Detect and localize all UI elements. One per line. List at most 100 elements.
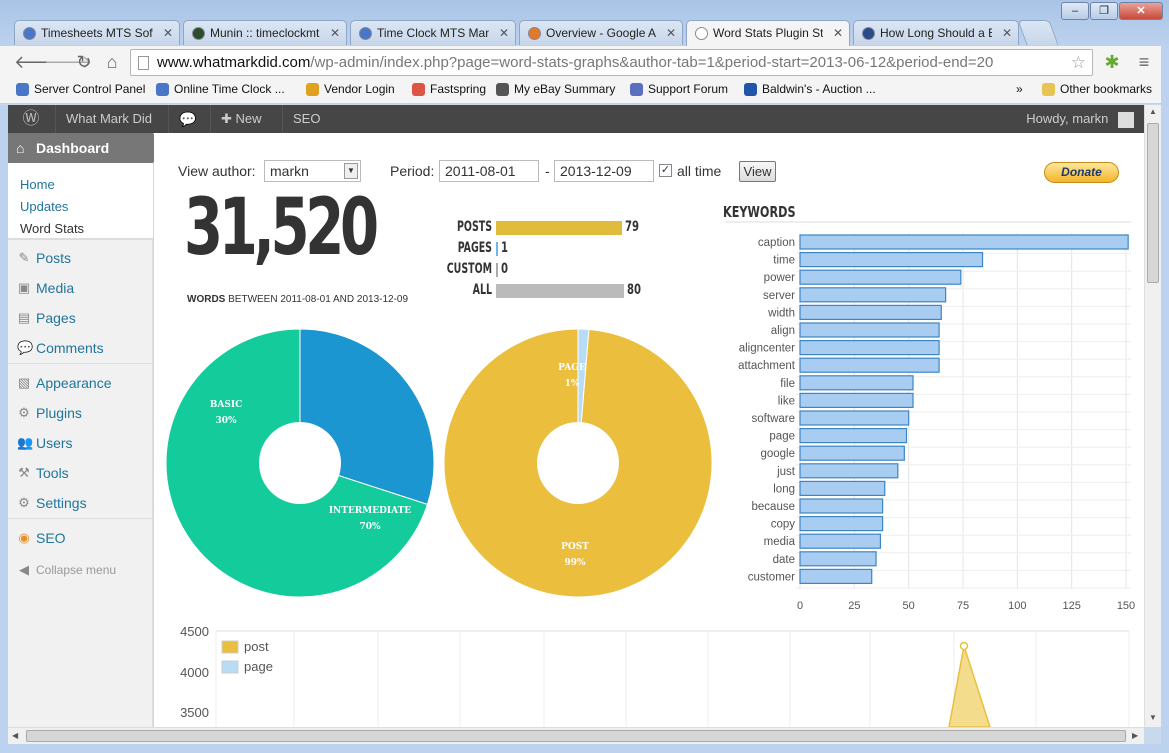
sidebar-item-seo[interactable]: ◉ SEO: [8, 523, 153, 553]
page-icon: [138, 56, 149, 70]
sidebar-item-users[interactable]: 👥 Users: [8, 428, 153, 458]
sidebar-item-word-stats[interactable]: Word Stats: [20, 221, 85, 236]
close-tab-icon[interactable]: ✕: [329, 26, 340, 40]
star-icon[interactable]: ☆: [1070, 53, 1086, 72]
back-icon[interactable]: 🡐: [14, 52, 63, 72]
donate-button[interactable]: Donate: [1044, 162, 1119, 183]
browser-tab[interactable]: Timesheets MTS Softw ✕: [14, 20, 180, 45]
browser-tab[interactable]: Overview - Google An ✕: [519, 20, 683, 45]
sidebar-item-tools[interactable]: ⚒ Tools: [8, 458, 153, 488]
pie-slice-label: PAGE: [558, 363, 586, 373]
home-icon[interactable]: ⌂: [106, 52, 118, 72]
close-tab-icon[interactable]: ✕: [498, 26, 509, 40]
period-label: Period:: [390, 163, 435, 179]
author-value: markn: [270, 163, 309, 179]
sidebar-item-updates[interactable]: Updates: [20, 199, 69, 214]
sidebar-item-pages[interactable]: ▤ Pages: [8, 303, 153, 333]
other-bookmarks[interactable]: Other bookmarks: [1042, 82, 1152, 96]
address-bar[interactable]: www.whatmarkdid.com/wp-admin/index.php?p…: [130, 49, 1093, 76]
close-tab-icon[interactable]: ✕: [665, 26, 676, 40]
hscroll-thumb[interactable]: [26, 730, 1126, 742]
browser-tab[interactable]: Munin :: timeclockmt ✕: [183, 20, 347, 45]
keyword-bar: [799, 480, 886, 496]
menu-icon[interactable]: ≡: [1138, 52, 1150, 72]
pie-slice-percent: 70%: [359, 522, 381, 532]
keyword-label: long: [773, 483, 795, 495]
scroll-right-icon[interactable]: ▶: [1132, 731, 1139, 740]
sidebar-item-posts[interactable]: ✎ Posts: [8, 243, 153, 273]
comments-icon: 💬: [17, 340, 34, 355]
bookmark-label: Server Control Panel: [34, 82, 146, 96]
keyword-bar: [799, 551, 877, 567]
keyword-label: width: [767, 307, 795, 319]
close-window-button[interactable]: ✕: [1119, 2, 1163, 20]
sidebar-item-home[interactable]: Home: [20, 177, 55, 192]
keywords-bar-chart: KEYWORDS 0 25 50 75 100 125 150 caption time power…: [723, 205, 1135, 612]
new-content-link[interactable]: ✚ New: [210, 105, 272, 133]
keyword-bar: [799, 304, 942, 321]
scroll-up-icon[interactable]: ▲: [1149, 107, 1157, 116]
wordpress-logo-icon[interactable]: Ⓦ: [22, 109, 40, 128]
sidebar-item-appearance[interactable]: ▧ Appearance: [8, 368, 153, 398]
reload-icon[interactable]: ↻: [76, 52, 92, 72]
bookmark-item[interactable]: Fastspring: [412, 82, 486, 96]
bookmark-item[interactable]: Server Control Panel: [16, 82, 145, 96]
minimize-button[interactable]: ‒: [1061, 2, 1089, 20]
stat-label: CUSTOM: [446, 261, 492, 277]
sidebar-item-comments[interactable]: 💬 Comments: [8, 333, 153, 363]
close-tab-icon[interactable]: ✕: [832, 26, 843, 40]
bookmark-item[interactable]: Online Time Clock ...: [156, 82, 285, 96]
scroll-down-icon[interactable]: ▼: [1149, 713, 1157, 722]
period-end-input[interactable]: 2013-12-09: [554, 160, 654, 182]
comments-icon[interactable]: 💬: [168, 105, 206, 133]
stat-value: 80: [627, 282, 642, 298]
horizontal-scrollbar[interactable]: ◀ ▶: [8, 727, 1144, 744]
view-button[interactable]: View: [739, 161, 776, 182]
browser-tab[interactable]: Word Stats Plugin Sta ✕: [686, 20, 850, 46]
keyword-bar: [799, 375, 914, 391]
seo-link[interactable]: SEO: [282, 105, 330, 133]
bookmark-item[interactable]: Vendor Login: [306, 82, 395, 96]
post-series-area: [948, 645, 991, 727]
post-series-point: [959, 641, 969, 651]
maximize-button[interactable]: ❐: [1090, 2, 1118, 20]
scroll-left-icon[interactable]: ◀: [12, 731, 19, 740]
bookmark-icon: [156, 83, 169, 96]
x-tick-label: 50: [903, 600, 915, 612]
sidebar-item-label: Appearance: [36, 375, 112, 391]
close-tab-icon[interactable]: ✕: [1001, 26, 1012, 40]
more-bookmarks[interactable]: »: [1016, 82, 1023, 96]
difficulty-pie-chart: BASIC 30% INTERMEDIATE 70%: [165, 328, 435, 598]
sidebar-item-settings[interactable]: ⚙ Settings: [8, 488, 153, 518]
x-tick-label: 100: [1008, 600, 1026, 612]
keyword-bar: [799, 428, 908, 444]
scroll-thumb[interactable]: [1147, 123, 1159, 283]
author-select[interactable]: markn ▼: [264, 160, 361, 182]
new-label: New: [235, 111, 262, 126]
sidebar-item-label: Media: [36, 280, 75, 296]
bookmark-item[interactable]: My eBay Summary: [496, 82, 615, 96]
close-tab-icon[interactable]: ✕: [162, 26, 173, 40]
sidebar-item-dashboard[interactable]: ⌂ Dashboard: [8, 133, 162, 163]
vertical-scrollbar[interactable]: ▲ ▼: [1144, 105, 1161, 727]
pie-slice-percent: 99%: [564, 558, 586, 568]
bookmark-item[interactable]: Baldwin's - Auction ...: [744, 82, 876, 96]
browser-tab[interactable]: How Long Should a Bl ✕: [853, 20, 1019, 45]
bookmark-item[interactable]: Support Forum: [630, 82, 728, 96]
sidebar-item-plugins[interactable]: ⚙ Plugins: [8, 398, 153, 428]
extension-icon[interactable]: ✱: [1104, 52, 1120, 72]
x-tick-label: 0: [797, 600, 803, 612]
sidebar-item-media[interactable]: ▣ Media: [8, 273, 153, 303]
forward-icon[interactable]: 🡒: [44, 52, 93, 72]
keyword-bar: [799, 322, 940, 338]
window-frame-right: [1161, 46, 1169, 753]
period-start-input[interactable]: 2011-08-01: [439, 160, 539, 182]
tab-label: Timesheets MTS Softw: [41, 26, 153, 40]
all-time-checkbox[interactable]: ✓: [659, 164, 672, 177]
browser-tab[interactable]: Time Clock MTS Manu ✕: [350, 20, 516, 45]
total-words-count: 31,520: [184, 183, 379, 273]
collapse-menu-button[interactable]: ◀ Collapse menu: [8, 555, 153, 585]
site-name-link[interactable]: What Mark Did: [55, 105, 162, 133]
howdy-user-link[interactable]: Howdy, markn: [1016, 105, 1144, 133]
favicon-icon: [528, 27, 541, 40]
